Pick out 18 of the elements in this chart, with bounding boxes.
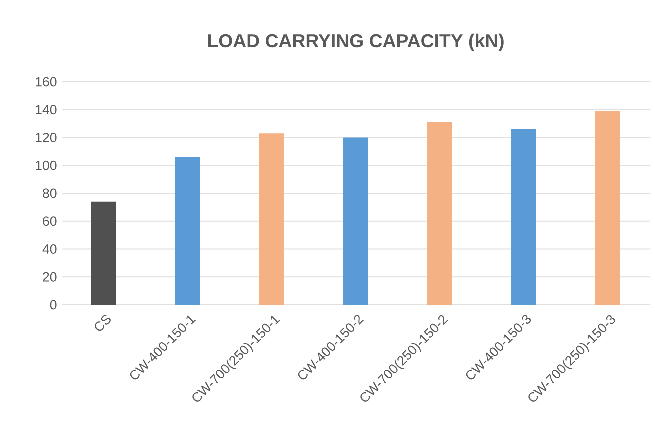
bar	[512, 129, 537, 305]
x-tick-label: CS	[94, 315, 111, 332]
bar	[428, 122, 452, 305]
y-tick-label: 120	[36, 133, 57, 142]
y-tick-label: 140	[36, 105, 57, 115]
y-tick-label: 40	[42, 244, 57, 254]
y-tick-label: 160	[36, 77, 57, 87]
bar	[260, 134, 285, 305]
chart-title: LOAD CARRYING CAPACITY (kN)	[208, 34, 504, 52]
y-tick-label: 0	[50, 300, 57, 310]
bar	[176, 157, 200, 305]
y-tick-label: 100	[36, 160, 57, 170]
bar	[344, 138, 369, 305]
bar	[596, 111, 621, 305]
y-tick-label: 20	[43, 272, 57, 282]
y-tick-label: 60	[43, 216, 57, 226]
y-tick-label: 80	[43, 188, 57, 198]
bar	[92, 202, 117, 305]
